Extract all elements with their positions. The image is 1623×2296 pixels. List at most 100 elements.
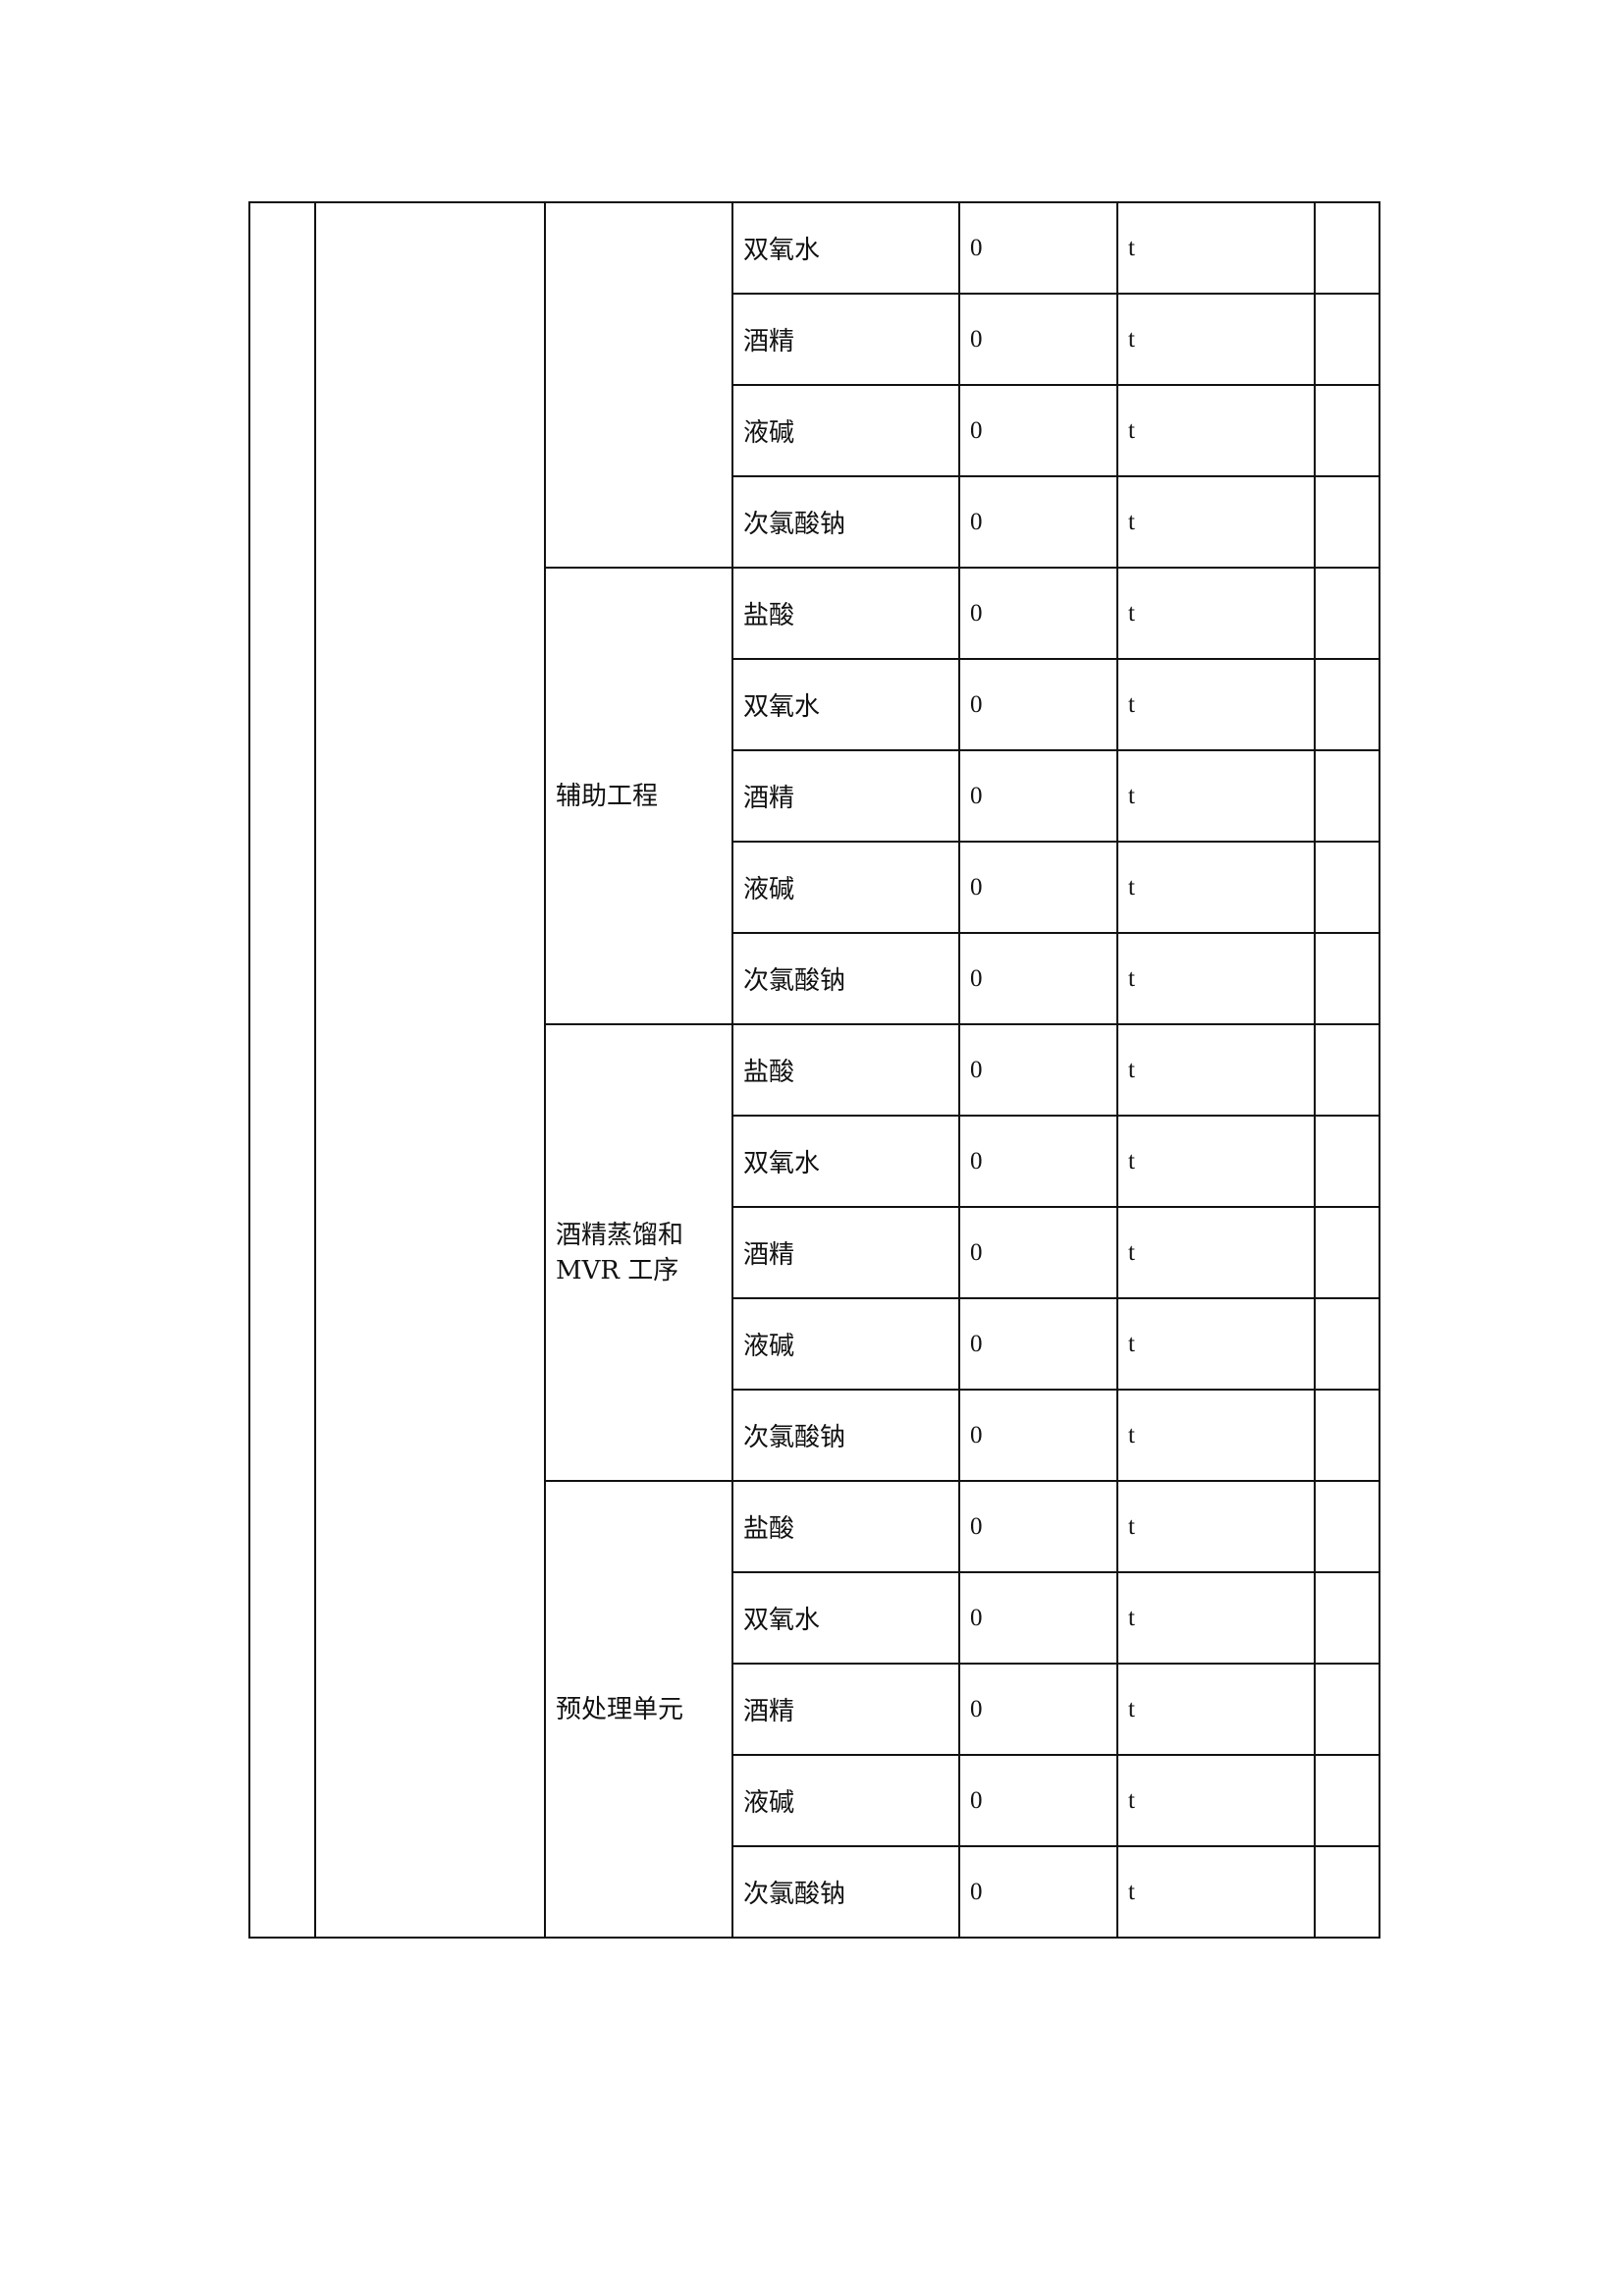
remarks-cell <box>1314 1115 1380 1208</box>
unit-cell: t <box>1116 1754 1316 1847</box>
material-name-cell: 盐酸 <box>731 567 960 660</box>
unit-cell: t <box>1116 1663 1316 1756</box>
table-row: 酒精 0 t <box>249 749 1380 843</box>
material-name-cell: 液碱 <box>731 1754 960 1847</box>
unit-cell: t <box>1116 841 1316 934</box>
table-row: 次氯酸钠 0 t <box>249 475 1380 569</box>
quantity-cell: 0 <box>958 1297 1118 1391</box>
remarks-cell <box>1314 1023 1380 1117</box>
index-cell <box>248 201 316 1939</box>
quantity-cell: 0 <box>958 749 1118 843</box>
unit-cell: t <box>1116 1023 1316 1117</box>
table-row: 酒精 0 t <box>249 293 1380 386</box>
table-row: 预处理单元 盐酸 0 t <box>249 1480 1380 1939</box>
table-row: 酒精 0 t <box>249 1663 1380 1756</box>
table-row: 双氧水 0 t <box>249 658 1380 751</box>
materials-table: 双氧水 0 t 酒精 0 t 液碱 0 t 次氯酸钠 0 t 辅助工程 盐酸 0 t 双氧水 0 t 酒精 0 t 液碱 0 t… <box>248 201 1380 1939</box>
table-row: 次氯酸钠 0 t <box>249 1389 1380 1482</box>
table-row: 液碱 0 t <box>249 1297 1380 1391</box>
table-row: 酒精蒸馏和MVR 工序 盐酸 0 t <box>249 1023 1380 1482</box>
table-row: 辅助工程 盐酸 0 t <box>249 567 1380 1025</box>
table-row: 液碱 0 t <box>249 384 1380 477</box>
table-row: 双氧水 0 t <box>249 1115 1380 1208</box>
material-name-cell: 盐酸 <box>731 1023 960 1117</box>
quantity-cell: 0 <box>958 932 1118 1025</box>
unit-cell: t <box>1116 749 1316 843</box>
quantity-cell: 0 <box>958 1389 1118 1482</box>
remarks-cell <box>1314 1480 1380 1573</box>
unit-cell: t <box>1116 932 1316 1025</box>
material-name-cell: 酒精 <box>731 749 960 843</box>
table-row: 双氧水 0 t <box>248 201 1380 1939</box>
material-name-cell: 液碱 <box>731 841 960 934</box>
table-row: 次氯酸钠 0 t <box>249 1845 1380 1939</box>
process-group-cell <box>544 201 733 569</box>
unit-cell: t <box>1116 1297 1316 1391</box>
quantity-cell: 0 <box>958 1480 1118 1573</box>
unit-cell: t <box>1116 1389 1316 1482</box>
material-name-cell: 液碱 <box>731 1297 960 1391</box>
unit-cell: t <box>1116 567 1316 660</box>
material-name-cell: 酒精 <box>731 293 960 386</box>
unit-cell: t <box>1116 1206 1316 1299</box>
unit-cell: t <box>1116 658 1316 751</box>
quantity-cell: 0 <box>958 658 1118 751</box>
table-row: 双氧水 0 t <box>249 1571 1380 1665</box>
quantity-cell: 0 <box>958 1115 1118 1208</box>
quantity-cell: 0 <box>958 475 1118 569</box>
category-cell <box>314 201 546 1939</box>
unit-cell: t <box>1116 1845 1316 1939</box>
remarks-cell <box>1314 1754 1380 1847</box>
quantity-cell: 0 <box>958 1754 1118 1847</box>
unit-cell: t <box>1116 201 1316 295</box>
remarks-cell <box>1314 475 1380 569</box>
remarks-cell <box>1314 201 1380 295</box>
remarks-cell <box>1314 293 1380 386</box>
material-name-cell: 液碱 <box>731 384 960 477</box>
remarks-cell <box>1314 1297 1380 1391</box>
remarks-cell <box>1314 658 1380 751</box>
remarks-cell <box>1314 1571 1380 1665</box>
material-name-cell: 双氧水 <box>731 1571 960 1665</box>
quantity-cell: 0 <box>958 1023 1118 1117</box>
material-name-cell: 次氯酸钠 <box>731 475 960 569</box>
material-name-cell: 次氯酸钠 <box>731 1845 960 1939</box>
unit-cell: t <box>1116 384 1316 477</box>
quantity-cell: 0 <box>958 1845 1118 1939</box>
table-row: 酒精 0 t <box>249 1206 1380 1299</box>
quantity-cell: 0 <box>958 384 1118 477</box>
process-group-cell: 酒精蒸馏和MVR 工序 <box>544 1023 733 1482</box>
material-name-cell: 次氯酸钠 <box>731 1389 960 1482</box>
quantity-cell: 0 <box>958 567 1118 660</box>
quantity-cell: 0 <box>958 1571 1118 1665</box>
quantity-cell: 0 <box>958 1206 1118 1299</box>
remarks-cell <box>1314 749 1380 843</box>
process-group-cell: 预处理单元 <box>544 1480 733 1939</box>
remarks-cell <box>1314 384 1380 477</box>
unit-cell: t <box>1116 293 1316 386</box>
unit-cell: t <box>1116 1480 1316 1573</box>
material-name-cell: 次氯酸钠 <box>731 932 960 1025</box>
remarks-cell <box>1314 841 1380 934</box>
remarks-cell <box>1314 1206 1380 1299</box>
quantity-cell: 0 <box>958 1663 1118 1756</box>
unit-cell: t <box>1116 475 1316 569</box>
unit-cell: t <box>1116 1571 1316 1665</box>
remarks-cell <box>1314 567 1380 660</box>
quantity-cell: 0 <box>958 293 1118 386</box>
table-row: 次氯酸钠 0 t <box>249 932 1380 1025</box>
material-name-cell: 双氧水 <box>731 201 960 295</box>
unit-cell: t <box>1116 1115 1316 1208</box>
remarks-cell <box>1314 1389 1380 1482</box>
table-row: 液碱 0 t <box>249 841 1380 934</box>
material-name-cell: 双氧水 <box>731 658 960 751</box>
remarks-cell <box>1314 1663 1380 1756</box>
process-group-cell: 辅助工程 <box>544 567 733 1025</box>
material-name-cell: 双氧水 <box>731 1115 960 1208</box>
material-name-cell: 酒精 <box>731 1663 960 1756</box>
material-name-cell: 酒精 <box>731 1206 960 1299</box>
quantity-cell: 0 <box>958 201 1118 295</box>
remarks-cell <box>1314 932 1380 1025</box>
material-name-cell: 盐酸 <box>731 1480 960 1573</box>
table-row: 液碱 0 t <box>249 1754 1380 1847</box>
